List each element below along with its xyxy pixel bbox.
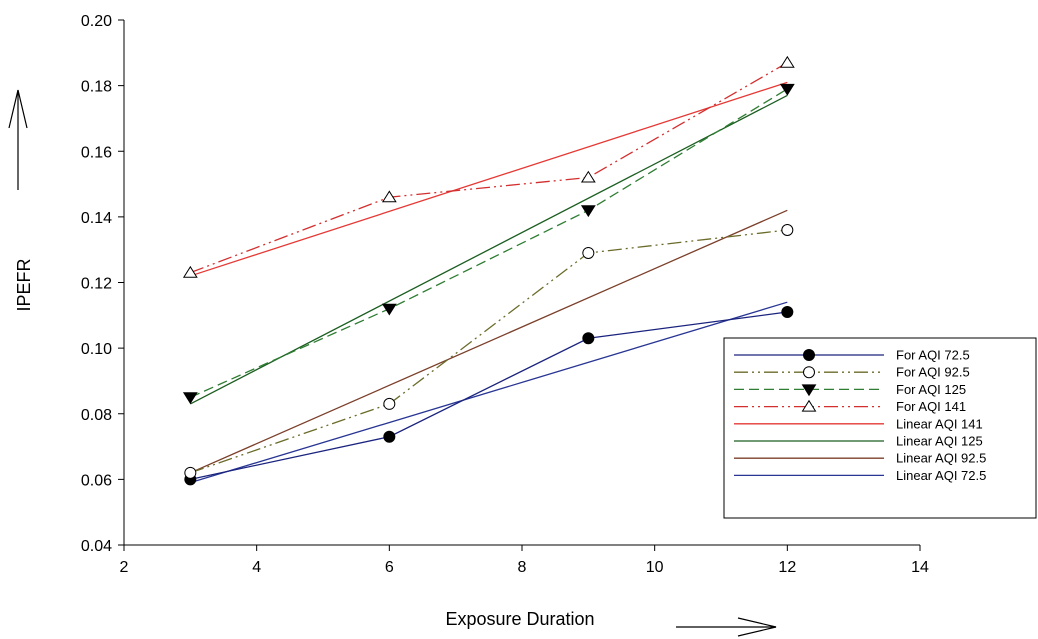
x-tick-label: 10 [646,559,664,576]
legend-item: Linear AQI 72.5 [734,468,986,483]
y-axis-title: IPEFR [14,258,34,311]
legend-item: Linear AQI 92.5 [734,451,986,466]
x-tick-label: 2 [120,559,129,576]
data-point [779,83,795,96]
legend-marker [801,384,817,397]
legend-marker [803,349,815,361]
x-tick-label: 14 [911,559,929,576]
data-point [184,466,197,479]
data-point [381,190,397,203]
series-7 [190,209,788,474]
axes: 0.04 0.06 0.08 0.10 0.12 0.14 0.16 0.18 0.20 2 4 6 8… [81,13,929,576]
legend-box [723,337,1037,519]
x-tick-label: 6 [385,559,394,576]
data-point [582,332,595,345]
legend-label: Linear AQI 72.5 [896,468,986,483]
series-line [190,88,788,398]
data-point [383,397,396,410]
data-point [582,246,595,259]
series-2 [184,224,794,479]
legend-marker [803,366,815,379]
series-layer [182,55,795,486]
series-line [190,209,788,474]
series-1 [184,306,794,486]
y-axis-arrow [8,89,28,190]
data-point [781,224,794,236]
x-axis-title: Exposure Duration [445,609,594,629]
series-line [190,229,788,474]
legend-label: For AQI 72.5 [896,348,970,363]
y-tick-label: 0.14 [81,210,112,227]
series-5 [190,81,788,277]
series-4 [182,55,795,278]
y-tick-label: 0.08 [81,407,112,424]
data-point [779,55,795,68]
y-tick-label: 0.12 [81,276,112,293]
series-8 [190,301,788,484]
legend-item: For AQI 125 [734,382,966,397]
data-point [182,265,198,278]
data-point [580,170,596,183]
legend-item: For AQI 72.5 [734,348,970,363]
data-point [383,430,396,443]
x-axis-arrow [676,617,777,637]
series-line [190,301,788,484]
legend-label: Linear AQI 141 [896,416,983,431]
y-tick-label: 0.10 [81,341,112,358]
legend-item: Linear AQI 141 [734,416,983,431]
data-point [381,303,397,316]
x-tick-label: 4 [252,559,261,576]
legend-label: Linear AQI 125 [896,434,983,449]
x-tick-label: 8 [518,559,527,576]
data-point [781,306,794,319]
y-tick-label: 0.06 [81,472,112,489]
data-point [580,205,596,218]
legend-label: For AQI 141 [896,399,966,414]
legend-item: For AQI 141 [734,399,966,414]
legend-item: For AQI 92.5 [734,365,970,380]
legend-label: For AQI 92.5 [896,365,970,380]
y-tick-label: 0.20 [81,13,112,30]
y-tick-label: 0.16 [81,144,112,161]
legend: For AQI 72.5 For AQI 92.5 For AQI 125 For A… [723,337,1037,519]
y-tick-label: 0.04 [81,538,112,555]
y-tick-label: 0.18 [81,79,112,96]
legend-label: For AQI 125 [896,382,966,397]
series-line [190,62,788,274]
data-point [182,392,198,405]
legend-label: Linear AQI 92.5 [896,451,986,466]
x-tick-label: 12 [778,559,796,576]
legend-marker [801,399,817,412]
series-line [190,311,788,481]
legend-item: Linear AQI 125 [734,434,983,449]
series-line [190,81,788,277]
series-3 [182,83,795,405]
